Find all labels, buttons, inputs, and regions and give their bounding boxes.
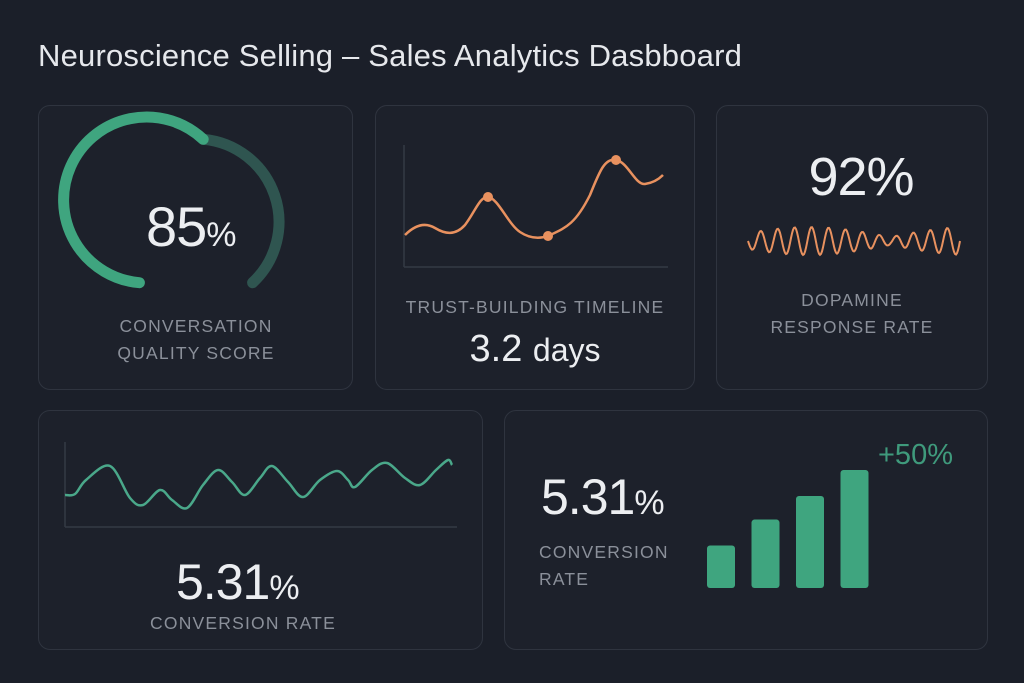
trust-number: 3.2 [469, 328, 523, 370]
conversion-bars-label-line1: CONVERSION [539, 542, 669, 562]
conversion-bars-card [504, 410, 988, 650]
quality-label-line1: CONVERSATION [119, 316, 273, 336]
trust-label: TRUST-BUILDING TIMELINE [405, 297, 665, 317]
conversion-wave [64, 458, 454, 510]
trust-point [611, 155, 621, 165]
conversion-number: 5.31 [176, 554, 270, 610]
conversion-wave-label: CONVERSION RATE [150, 613, 336, 633]
dopamine-label-line2: RESPONSE RATE [770, 317, 934, 337]
trust-point [543, 231, 553, 241]
conversion-bar-3 [796, 495, 824, 588]
trust-unit: days [532, 332, 601, 368]
trust-value: 3.2 days [375, 328, 695, 371]
gauge-track [197, 133, 285, 289]
conversion-bars-unit: % [634, 484, 664, 522]
dopamine-label: DOPAMINE RESPONSE RATE [716, 287, 988, 341]
conversion-bar-1 [707, 545, 735, 588]
conversion-bars-label: CONVERSION RATE [539, 539, 669, 593]
trust-point [483, 192, 493, 202]
change-badge: +50% [878, 439, 953, 471]
trust-line [404, 158, 664, 239]
quality-number: 85 [146, 195, 207, 258]
conversion-bar-2 [751, 519, 780, 588]
conversion-bars-value: 5.31% [541, 468, 665, 526]
conversion-unit: % [269, 569, 299, 607]
trust-timeline-card [375, 105, 695, 390]
conversion-bars-number: 5.31 [541, 469, 635, 525]
page-title: Neuroscience Selling – Sales Analytics D… [38, 38, 743, 73]
conversion-bar-4 [840, 470, 869, 588]
conversation-quality-card [38, 105, 353, 390]
conversion-bars-label-line2: RATE [539, 569, 590, 589]
dopamine-wave [747, 226, 961, 257]
quality-unit: % [206, 216, 236, 254]
conversion-wave-value: 5.31% [176, 553, 300, 611]
dopamine-label-line1: DOPAMINE [801, 290, 903, 310]
quality-score-value: 85% [146, 194, 237, 259]
gauge-fill [58, 111, 209, 289]
dopamine-value: 92% [808, 147, 914, 207]
quality-label-line2: QUALITY SCORE [117, 343, 275, 363]
quality-label: CONVERSATION QUALITY SCORE [90, 313, 302, 367]
conversion-wave-card [38, 410, 483, 650]
